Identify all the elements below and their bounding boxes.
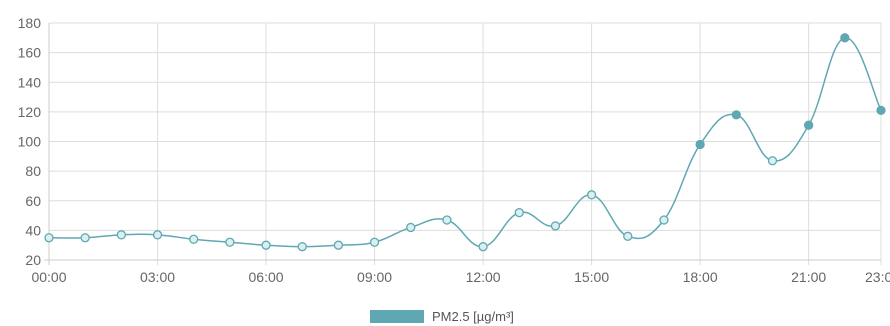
legend-swatch[interactable]: [370, 310, 424, 323]
data-point[interactable]: [189, 234, 199, 244]
series-line: [48, 37, 882, 248]
data-point[interactable]: [225, 237, 235, 247]
data-point[interactable]: [478, 242, 488, 252]
x-tick-label: 12:00: [466, 269, 501, 285]
legend[interactable]: PM2.5 [µg/m³]: [370, 309, 514, 324]
y-tick-label: 100: [18, 134, 42, 150]
legend-label[interactable]: PM2.5 [µg/m³]: [432, 309, 514, 324]
data-point[interactable]: [116, 230, 126, 240]
data-point[interactable]: [623, 231, 633, 241]
data-point[interactable]: [297, 242, 307, 252]
x-axis: 00:00 03:00 06:00 09:00 12:00 15:00 18:00 21:00…: [31, 259, 890, 285]
y-tick-label: 40: [25, 222, 41, 238]
x-tick-label: 03:00: [140, 269, 175, 285]
data-point[interactable]: [876, 105, 886, 116]
data-point[interactable]: [731, 110, 741, 120]
data-points: [44, 33, 886, 252]
data-point[interactable]: [369, 237, 380, 247]
x-tick-label: 00:00: [31, 269, 66, 285]
data-point[interactable]: [442, 215, 452, 225]
data-point[interactable]: [406, 222, 416, 233]
y-tick-label: 60: [25, 193, 41, 209]
y-tick-label: 140: [18, 74, 42, 90]
y-tick-label: 20: [25, 252, 41, 268]
data-point[interactable]: [804, 120, 814, 130]
data-point[interactable]: [333, 240, 344, 250]
data-point[interactable]: [659, 215, 669, 225]
grid-lines: [48, 22, 882, 265]
data-point[interactable]: [514, 207, 524, 218]
data-point[interactable]: [695, 139, 705, 150]
x-tick-label: 06:00: [249, 269, 284, 285]
data-point[interactable]: [261, 240, 271, 250]
y-tick-label: 120: [18, 104, 42, 120]
y-tick-label: 160: [18, 45, 42, 61]
x-tick-label: 23:00: [865, 269, 890, 285]
data-point[interactable]: [152, 230, 163, 240]
data-point[interactable]: [840, 33, 850, 43]
x-tick-label: 18:00: [683, 269, 718, 285]
data-point[interactable]: [767, 156, 778, 166]
y-tick-label: 180: [18, 15, 42, 31]
data-point[interactable]: [44, 233, 54, 243]
y-tick-label: 80: [25, 163, 41, 179]
y-axis: 20 40 60 80 100 120 140 160 180: [18, 15, 50, 268]
data-point[interactable]: [80, 233, 90, 243]
x-tick-label: 15:00: [574, 269, 609, 285]
pm25-series-line: [48, 37, 882, 248]
data-point[interactable]: [586, 190, 597, 200]
data-point[interactable]: [550, 221, 561, 231]
x-tick-label: 09:00: [357, 269, 392, 285]
x-tick-label: 21:00: [791, 269, 826, 285]
